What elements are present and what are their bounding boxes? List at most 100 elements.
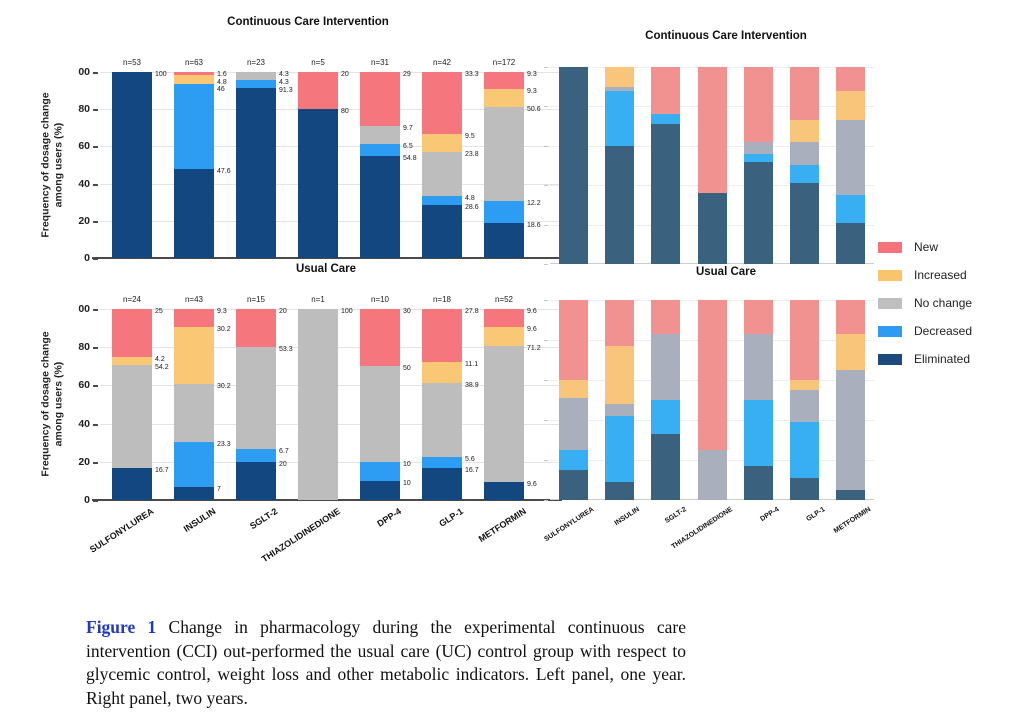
segment-increased: [604, 346, 634, 404]
y-tick-mark-80: [544, 106, 548, 108]
segment-increased: [484, 89, 524, 107]
segment-no_change: [298, 309, 338, 500]
segment-increased: [422, 133, 462, 152]
segment-no_change: [604, 404, 634, 416]
segment-eliminated: [298, 109, 338, 258]
segment-eliminated: [790, 478, 820, 500]
bar-stack-thiazolidinedione: [298, 309, 338, 500]
value-label-thiazolidinedione-new: 20: [341, 71, 349, 78]
segment-new: [836, 300, 866, 334]
y-tick-mark-0: [544, 500, 548, 501]
n-label-metformin: n=172: [492, 58, 516, 67]
segment-new: [298, 72, 338, 110]
segment-increased: [174, 326, 214, 385]
value-label-glp-1-increased: 9.5: [465, 132, 475, 140]
value-label-metformin-increased: 9.6: [527, 326, 537, 334]
bar-stack-sglt-2: [236, 309, 276, 500]
value-label-insulin-increased: 4.8: [217, 78, 227, 86]
category-label-sglt-2: SGLT-2: [663, 506, 688, 525]
segment-new: [697, 300, 727, 450]
value-label-metformin-eliminated: 9.6: [527, 480, 537, 488]
segment-decreased: [484, 200, 524, 224]
y-tick-mark-0: [93, 258, 98, 260]
y-tick-label-100: 00: [78, 66, 90, 78]
segment-new: [836, 67, 866, 91]
x-axis-line: [92, 499, 562, 501]
segment-eliminated: [558, 470, 588, 500]
bar-stack-thiazolidinedione: [298, 72, 338, 258]
segment-increased: [836, 90, 866, 121]
segment-decreased: [790, 422, 820, 478]
segment-increased: [484, 327, 524, 346]
legend-label-new: New: [914, 240, 939, 254]
n-label-dpp-4: n=10: [370, 295, 390, 304]
segment-decreased: [651, 114, 681, 125]
segment-eliminated: [836, 490, 866, 500]
segment-eliminated: [422, 204, 462, 258]
x-axis-line: [92, 257, 562, 259]
value-label-glp-1-new: 33.3: [465, 71, 479, 78]
segment-no_change: [360, 125, 400, 144]
segment-no_change: [112, 364, 152, 469]
category-label-glp-1: GLP-1: [437, 506, 466, 529]
segment-eliminated: [174, 486, 214, 500]
n-label-thiazolidinedione: n=5: [311, 58, 325, 67]
figure-caption: Figure 1 Change in pharmacology during t…: [86, 616, 686, 710]
value-label-thiazolidinedione-no_change: 100: [341, 308, 353, 315]
category-label-sglt-2: SGLT-2: [248, 506, 280, 532]
segment-increased: [422, 362, 462, 384]
category-label-glp-1: GLP-1: [805, 506, 827, 524]
legend-item-decreased: Decreased: [878, 324, 972, 338]
y-tick-mark-60: [544, 145, 548, 147]
y-tick-mark-60: [93, 385, 98, 388]
value-label-dpp-4-no_change: 50: [403, 365, 411, 373]
y-tick-mark-20: [93, 461, 98, 464]
value-label-sglt-2-eliminated: 20: [279, 460, 287, 468]
y-tick-label-40: 40: [78, 417, 90, 430]
bar-stack-sulfonylurea: [112, 72, 152, 258]
segment-increased: [112, 356, 152, 365]
n-label-sglt-2: n=23: [246, 58, 266, 67]
n-label-glp-1: n=18: [432, 295, 452, 304]
value-label-sglt-2-decreased: 4.3: [279, 79, 289, 86]
segment-decreased: [360, 461, 400, 481]
y-tick-mark-40: [544, 185, 548, 187]
n-label-sulfonylurea: n=53: [122, 58, 142, 67]
category-label-insulin: INSULIN: [613, 506, 642, 528]
y-tick-mark-40: [93, 183, 98, 186]
segment-new: [484, 72, 524, 90]
segment-no_change: [604, 86, 634, 91]
segment-new: [112, 309, 152, 357]
y-axis-label-bottom: Frequency of dosage change among users (…: [39, 331, 65, 477]
segment-increased: [790, 120, 820, 142]
y-axis-label-top: Frequency of dosage change among users (…: [39, 92, 65, 238]
segment-eliminated: [604, 482, 634, 500]
n-label-sulfonylurea: n=24: [122, 295, 142, 304]
segment-eliminated: [743, 466, 773, 500]
category-label-dpp-4: DPP-4: [758, 506, 781, 524]
segment-new: [790, 67, 820, 121]
value-label-sulfonylurea-new: 25: [155, 308, 163, 315]
value-label-insulin-increased: 30.2: [217, 325, 231, 333]
legend-swatch-new: [878, 241, 902, 253]
segment-new: [422, 309, 462, 363]
bar-stack-metformin: [836, 67, 866, 264]
segment-eliminated: [236, 88, 276, 258]
bar-stack-insulin: [604, 67, 634, 264]
legend-item-eliminated: Eliminated: [878, 352, 972, 366]
panel-title-uc-year1: Usual Care: [295, 263, 357, 275]
value-label-insulin-new: 9.3: [217, 308, 227, 315]
legend-label-eliminated: Eliminated: [914, 352, 971, 366]
segment-no_change: [484, 106, 524, 201]
y-tick-mark-0: [93, 500, 98, 502]
legend-label-increased: Increased: [914, 268, 967, 282]
bar-stack-thiazolidinedione: [697, 300, 727, 500]
bar-stack-insulin: [174, 309, 214, 500]
n-label-glp-1: n=42: [432, 58, 452, 67]
value-label-sulfonylurea-increased: 4.2: [155, 355, 165, 363]
value-label-sglt-2-eliminated: 91.3: [279, 87, 293, 94]
segment-eliminated: [651, 124, 681, 264]
y-tick-mark-80: [93, 109, 98, 112]
n-label-sglt-2: n=15: [246, 295, 266, 304]
bar-stack-dpp-4: [360, 72, 400, 258]
